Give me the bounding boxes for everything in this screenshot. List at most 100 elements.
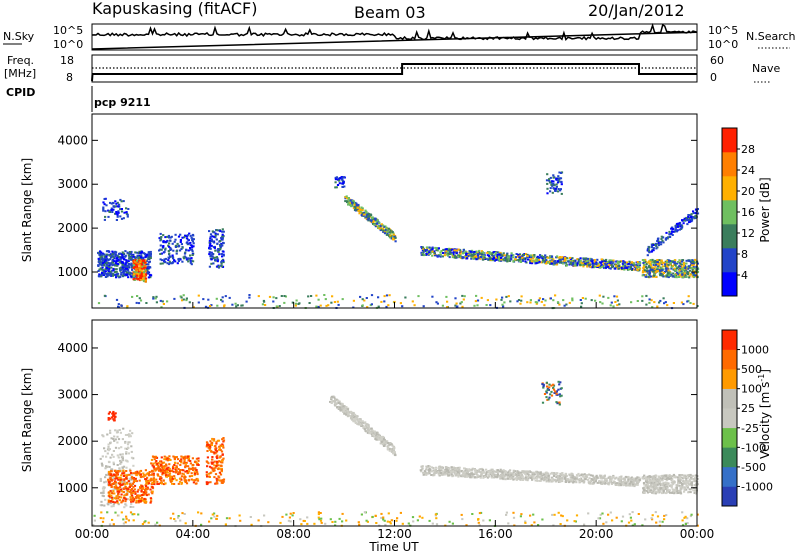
power-echo (553, 177, 555, 179)
power-echo (160, 258, 162, 260)
velocity-echo (216, 482, 218, 484)
power-echo (105, 259, 107, 261)
power-echo (122, 257, 124, 259)
power-echo (676, 267, 678, 269)
velocity-echo (222, 479, 224, 481)
velocity-echo (125, 477, 127, 479)
power-echo (658, 259, 660, 261)
power-echo (120, 267, 122, 269)
power-echo (207, 299, 209, 301)
power-echo (496, 259, 498, 261)
power-echo (133, 278, 135, 280)
power-echo (612, 305, 614, 307)
power-echo (558, 172, 560, 174)
velocity-echo (137, 489, 139, 491)
velocity-echo (359, 418, 361, 420)
power-echo (181, 261, 183, 263)
power-echo (477, 300, 479, 302)
velocity-data (92, 381, 699, 527)
power-echo (341, 186, 343, 188)
power-echo (318, 299, 320, 301)
power-echo (105, 276, 107, 278)
power-echo (660, 243, 662, 245)
power-echo (101, 258, 103, 260)
power-echo (98, 253, 100, 255)
velocity-echo (122, 428, 124, 430)
power-echo (429, 253, 431, 255)
velocity-echo (222, 454, 224, 456)
power-echo (454, 297, 456, 299)
power-echo (160, 236, 162, 238)
velocity-echo (179, 464, 181, 466)
velocity-echo (110, 470, 112, 472)
power-echo (542, 259, 544, 261)
power-echo (648, 246, 650, 248)
power-echo (389, 294, 391, 296)
power-echo (121, 208, 123, 210)
power-echo (615, 265, 617, 267)
power-echo (679, 266, 681, 268)
power-echo (668, 233, 670, 235)
power-echo (691, 264, 693, 266)
power-echo (674, 259, 676, 261)
velocity-echo (172, 468, 174, 470)
power-echo (461, 295, 463, 297)
power-echo (97, 264, 99, 266)
power-echo (529, 302, 531, 304)
power-echo (505, 296, 507, 298)
velocity-echo (139, 487, 141, 489)
power-echo (148, 258, 150, 260)
power-echo (121, 211, 123, 213)
velocity-echo (216, 478, 218, 480)
velocity-echo (124, 483, 126, 485)
velocity-echo (124, 442, 126, 444)
velocity-echo (196, 469, 198, 471)
velocity-echo (108, 501, 110, 503)
power-echo (142, 278, 144, 280)
power-echo (542, 256, 544, 258)
power-ytick-label: 3000 (57, 177, 88, 191)
power-echo (215, 235, 217, 237)
power-echo (535, 258, 537, 260)
power-echo (331, 295, 333, 297)
velocity-echo (213, 476, 215, 478)
velocity-echo (131, 432, 133, 434)
velocity-echo (138, 473, 140, 475)
velocity-echo (393, 451, 395, 453)
power-echo (456, 303, 458, 305)
power-echo (139, 252, 141, 254)
power-echo (377, 220, 379, 222)
velocity-echo (123, 495, 125, 497)
power-echo (127, 252, 129, 254)
power-echo (658, 302, 660, 304)
power-echo (580, 306, 582, 308)
power-echo (178, 236, 180, 238)
velocity-echo (153, 466, 155, 468)
power-echo (342, 182, 344, 184)
power-data (97, 171, 699, 309)
power-echo (362, 298, 364, 300)
power-echo (209, 243, 211, 245)
power-echo (104, 203, 106, 205)
power-echo (573, 260, 575, 262)
velocity-echo (343, 409, 345, 411)
cpid-text: pcp 9211 (94, 96, 151, 109)
power-echo (642, 259, 644, 261)
power-echo (114, 254, 116, 256)
power-echo (334, 301, 336, 303)
velocity-echo (160, 480, 162, 482)
velocity-echo (173, 464, 175, 466)
velocity-echo (150, 479, 152, 481)
velocity-echo (131, 457, 133, 459)
velocity-echo (152, 491, 154, 493)
power-echo (477, 254, 479, 256)
power-echo (395, 240, 397, 242)
power-echo (675, 229, 677, 231)
power-echo (426, 246, 428, 248)
nsearch-tick-top: 10^5 (708, 24, 738, 37)
velocity-echo (221, 469, 223, 471)
power-echo (503, 252, 505, 254)
power-echo (554, 294, 556, 296)
power-echo (371, 303, 373, 305)
power-echo (400, 302, 402, 304)
